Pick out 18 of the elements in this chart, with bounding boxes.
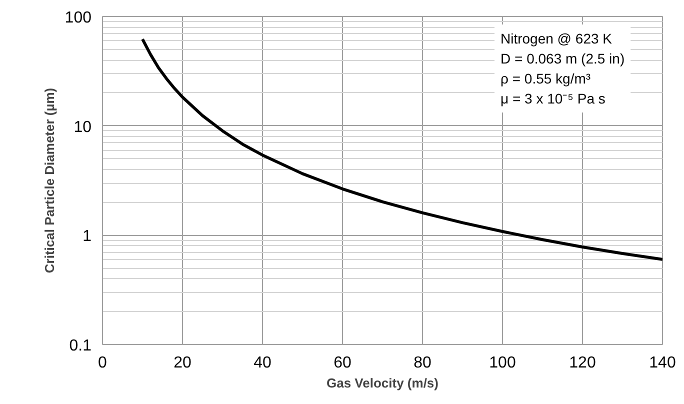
annotation: μ = 3 x 10⁻⁵ Pa s <box>500 90 606 106</box>
y-tick-label: 0.1 <box>69 338 92 354</box>
x-tick-label: 60 <box>334 354 352 372</box>
x-axis-title: Gas Velocity (m/s) <box>326 376 439 390</box>
x-tick-label: 120 <box>569 354 596 372</box>
annotation: Nitrogen @ 623 K <box>500 30 613 46</box>
x-tick-label: 40 <box>254 354 272 372</box>
x-tick-label: 80 <box>414 354 432 372</box>
y-tick-label: 100 <box>64 10 92 26</box>
x-tick-label: 140 <box>649 354 676 372</box>
x-tick-label: 100 <box>489 354 516 372</box>
y-tick-label: 10 <box>74 118 92 136</box>
annotation: ρ = 0.55 kg/m³ <box>500 70 591 86</box>
x-tick-label: 0 <box>98 354 108 372</box>
x-tick-label: 20 <box>174 354 192 372</box>
y-axis-title: Critical Particle Diameter (µm) <box>42 88 57 274</box>
y-tick-label: 1 <box>82 228 92 246</box>
annotation: D = 0.063 m (2.5 in) <box>500 50 625 66</box>
